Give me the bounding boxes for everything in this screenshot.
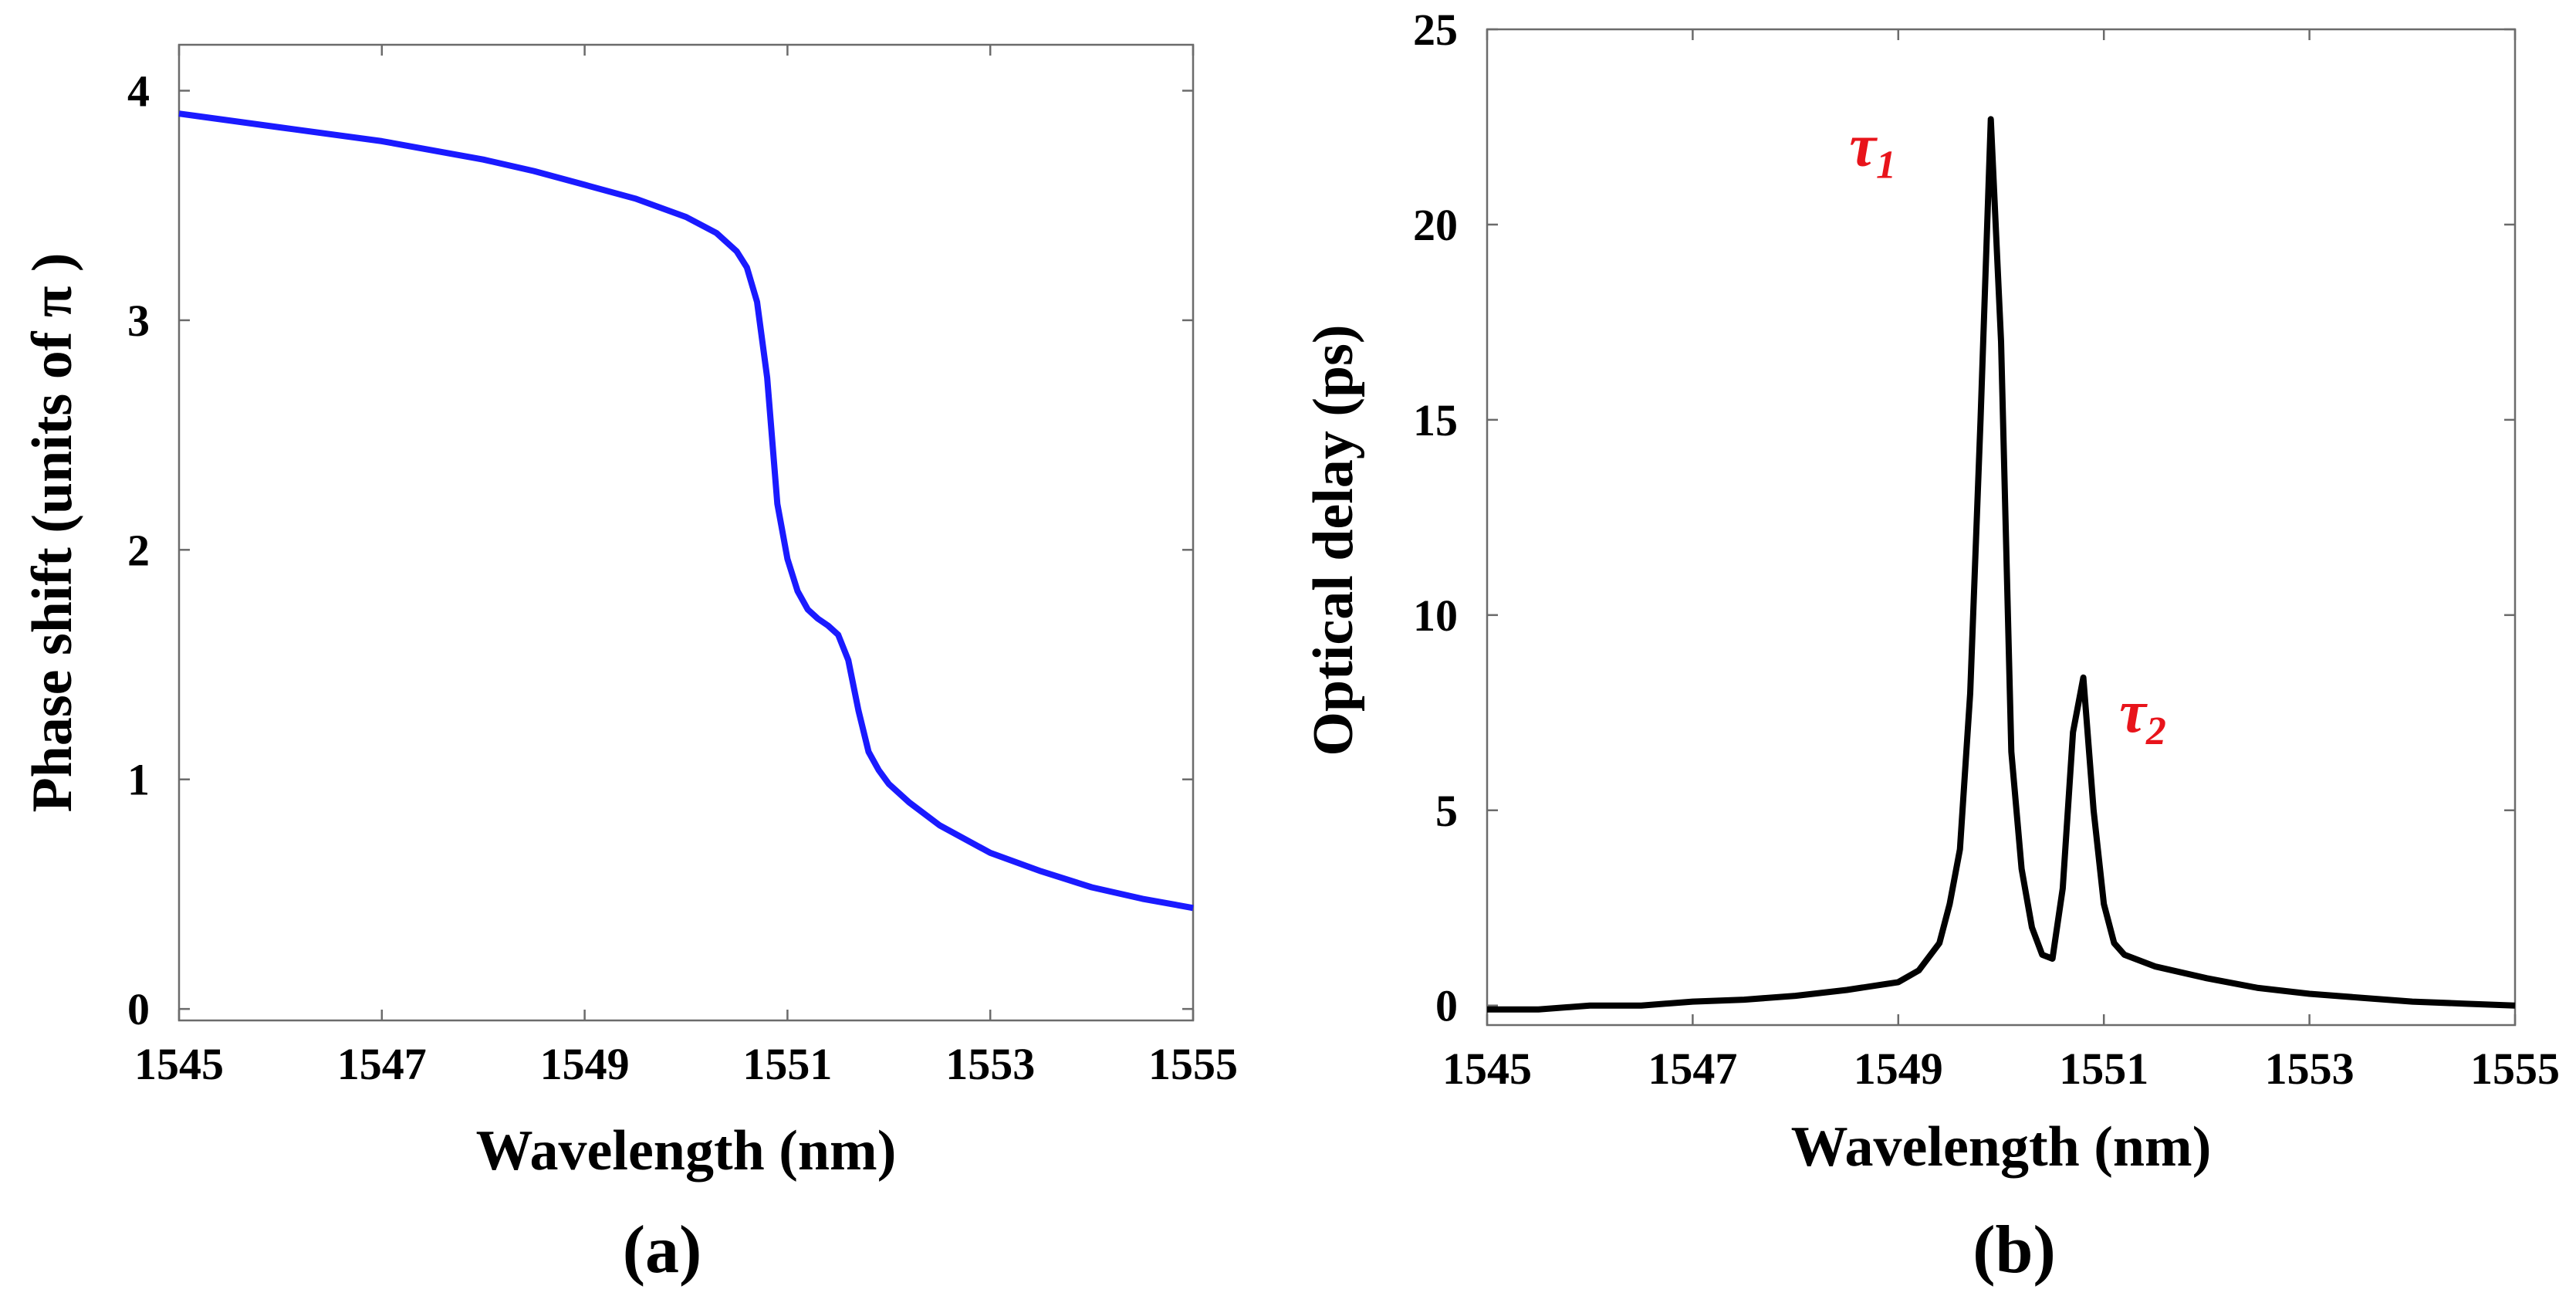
chart-panel-a: 1545 1547 1549 1551 1553 1555 0 1 2 3 4 Wavelengt… [21, 43, 1238, 1288]
y-tick-label: 1 [127, 755, 150, 805]
x-ticks-a [177, 45, 1195, 1020]
y-tick-label: 10 [1413, 590, 1458, 641]
y-tick-labels-a: 0 1 2 3 4 [127, 66, 150, 1034]
x-tick-label: 1553 [945, 1039, 1035, 1089]
y-tick-label: 0 [127, 984, 150, 1034]
annotations-b: τ1 τ2 [1849, 112, 2165, 753]
y-tick-labels-b: 0 5 10 15 20 25 [1413, 5, 1458, 1031]
y-tick-label: 0 [1435, 981, 1458, 1031]
y-ticks-b [1487, 28, 2515, 1007]
y-tick-label: 3 [127, 296, 150, 346]
x-tick-labels-a: 1545 1547 1549 1551 1553 1555 [134, 1039, 1238, 1089]
y-tick-label: 15 [1413, 395, 1458, 445]
y-tick-label: 5 [1435, 786, 1458, 836]
series-line-a [178, 110, 1194, 912]
x-axis-title-b: Wavelength (nm) [1791, 1115, 2212, 1179]
x-tick-label: 1549 [1854, 1044, 1943, 1094]
x-tick-label: 1547 [1648, 1044, 1737, 1094]
annotation-tau-1: τ1 [1849, 112, 1896, 188]
panel-label-b: (b) [1973, 1213, 2056, 1288]
y-tick-label: 20 [1413, 200, 1458, 250]
y-tick-label: 4 [127, 66, 150, 116]
x-tick-label: 1549 [540, 1039, 630, 1089]
y-axis-title-a: Phase shift (units of π ) [21, 252, 84, 812]
x-tick-label: 1551 [2059, 1044, 2148, 1094]
chart-panel-b: 1545 1547 1549 1551 1553 1555 0 5 10 15 20 25 τ1 τ2… [1302, 5, 2560, 1288]
plot-frame-a [177, 43, 1195, 1022]
x-tick-label: 1553 [2265, 1044, 2355, 1094]
x-tick-label: 1545 [134, 1039, 224, 1089]
annotation-tau-2: τ2 [2119, 678, 2166, 753]
panel-label-a: (a) [623, 1213, 702, 1288]
y-tick-label: 25 [1413, 5, 1458, 55]
y-ticks-a [179, 90, 1193, 1010]
x-ticks-b [1486, 29, 2517, 1025]
x-tick-labels-b: 1545 1547 1549 1551 1553 1555 [1442, 1044, 2560, 1094]
x-axis-title-a: Wavelength (nm) [476, 1119, 897, 1183]
x-tick-label: 1555 [2470, 1044, 2560, 1094]
x-tick-label: 1545 [1442, 1044, 1532, 1094]
y-axis-title-b: Optical delay (ps) [1302, 324, 1365, 756]
series-line-b [1487, 116, 2516, 1013]
x-tick-label: 1547 [337, 1039, 427, 1089]
y-tick-label: 2 [127, 525, 150, 575]
plot-frame-b [1486, 28, 2517, 1027]
x-tick-label: 1555 [1148, 1039, 1238, 1089]
x-tick-label: 1551 [742, 1039, 832, 1089]
